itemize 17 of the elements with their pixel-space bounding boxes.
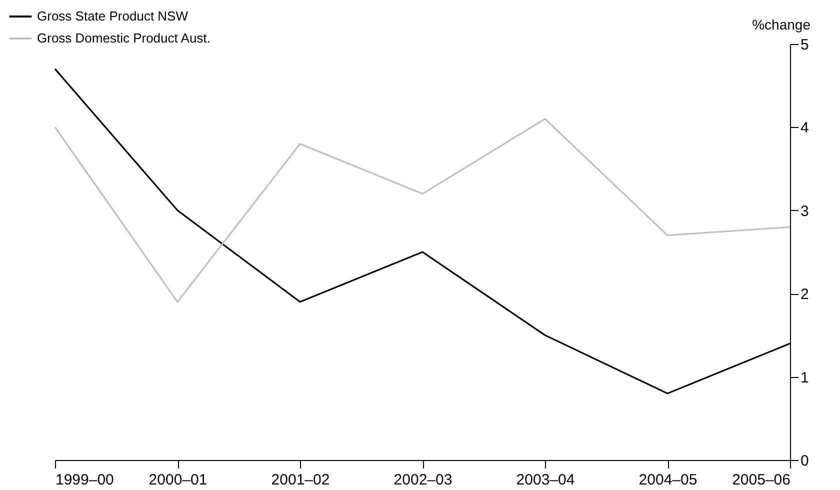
x-tick-label: 2000–01 [148, 472, 208, 488]
legend-label: Gross Domestic Product Aust. [37, 30, 210, 46]
y-tick-label: 4 [800, 120, 809, 137]
y-tick-label: 1 [800, 369, 809, 386]
x-tick-label: 2004–05 [638, 472, 698, 488]
x-tick-label: 2003–04 [516, 472, 575, 488]
x-tick-label: 2001–02 [271, 472, 330, 488]
x-tick-label: 2005–06 [732, 472, 790, 488]
x-tick-label: 2002–03 [394, 472, 452, 488]
y-tick-label: 3 [800, 202, 809, 220]
y-tick-label: 5 [800, 36, 809, 54]
y-tick-label: 2 [800, 286, 809, 304]
legend-label: Gross State Product NSW [37, 8, 189, 24]
line-series [54, 118, 791, 303]
x-tick-label: 1999–00 [56, 472, 114, 488]
y-axis-title: %change [752, 16, 811, 32]
y-tick-label: 0 [800, 452, 809, 470]
